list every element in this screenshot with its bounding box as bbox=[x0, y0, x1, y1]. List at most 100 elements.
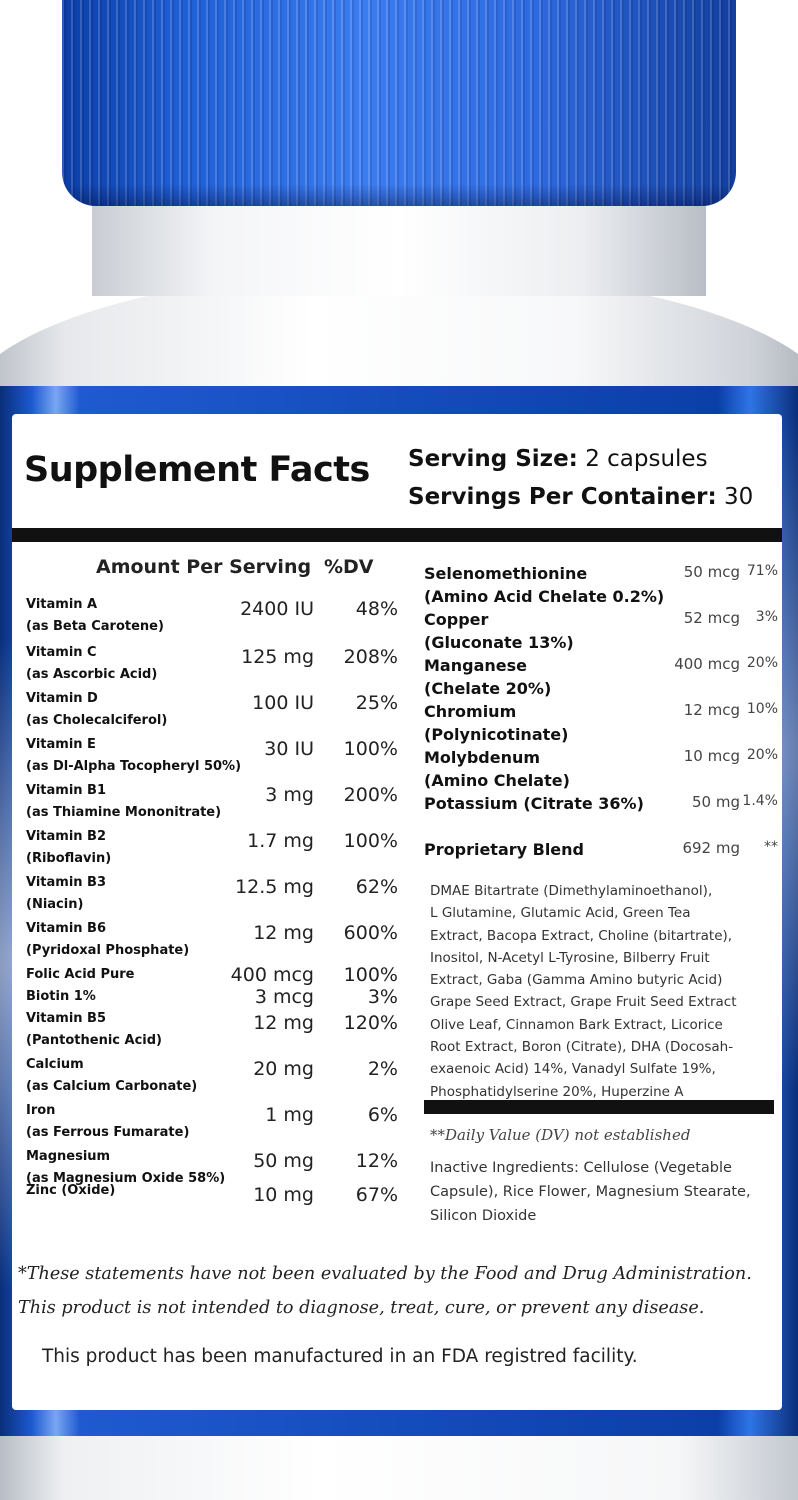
nutrient-dv: ** bbox=[764, 839, 778, 855]
panel-title: Supplement Facts bbox=[24, 450, 370, 490]
nutrient-source: (as Cholecalciferol) bbox=[26, 713, 168, 728]
nutrient-row: Potassium (Citrate 36%) 50 mg 1.4% bbox=[424, 792, 778, 815]
nutrient-amount: 10 mcg bbox=[683, 747, 740, 765]
fda-statement: This product has been manufactured in an… bbox=[42, 1346, 638, 1367]
inactive-ingredients: Inactive Ingredients: Cellulose (Vegetab… bbox=[430, 1156, 770, 1228]
nutrient-row: Folic Acid Pure 400 mcg 100% bbox=[26, 964, 398, 986]
nutrient-amount: 30 IU bbox=[264, 738, 314, 760]
nutrient-name: Vitamin D bbox=[26, 691, 98, 706]
nutrient-name: Vitamin B1 bbox=[26, 783, 107, 798]
nutrient-dv: 67% bbox=[355, 1184, 398, 1206]
nutrient-source: (as Ferrous Fumarate) bbox=[26, 1125, 190, 1140]
nutrient-source: (as Dl-Alpha Tocopheryl 50%) bbox=[26, 759, 242, 774]
nutrient-name: Proprietary Blend bbox=[424, 840, 584, 859]
nutrient-row: Manganese (Chelate 20%) 400 mcg 20% bbox=[424, 654, 778, 700]
nutrient-amount: 50 mcg bbox=[683, 563, 740, 581]
nutrient-row: Molybdenum (Amino Chelate) 10 mcg 20% bbox=[424, 746, 778, 792]
nutrient-source: (Pantothenic Acid) bbox=[26, 1033, 162, 1048]
nutrient-name: Folic Acid Pure bbox=[26, 967, 135, 982]
nutrient-name: Magnesium bbox=[26, 1149, 111, 1164]
blend-line: Root Extract, Boron (Citrate), DHA (Doco… bbox=[430, 1039, 734, 1056]
nutrient-dv: 1.4% bbox=[742, 793, 778, 809]
nutrient-source: (Gluconate 13%) bbox=[424, 633, 574, 652]
nutrient-source: (as Thiamine Mononitrate) bbox=[26, 805, 222, 820]
nutrient-source: (Polynicotinate) bbox=[424, 725, 569, 744]
nutrient-amount: 1.7 mg bbox=[247, 830, 314, 852]
nutrient-row: Vitamin B2 (Riboflavin) 1.7 mg 100% bbox=[26, 826, 398, 870]
nutrient-row: Proprietary Blend 692 mg ** bbox=[424, 838, 778, 861]
nutrient-source: (as Magnesium Oxide 58%) bbox=[26, 1171, 226, 1186]
nutrient-amount: 125 mg bbox=[241, 646, 314, 668]
nutrient-row: Calcium (as Calcium Carbonate) 20 mg 2% bbox=[26, 1054, 398, 1098]
inactive-line: Capsule), Rice Flower, Magnesium Stearat… bbox=[430, 1184, 751, 1200]
inactive-line: Silicon Dioxide bbox=[430, 1208, 537, 1224]
nutrient-name: Vitamin B2 bbox=[26, 829, 107, 844]
nutrient-row: Selenomethionine (Amino Acid Chelate 0.2%… bbox=[424, 562, 778, 608]
blend-line: Grape Seed Extract, Grape Fruit Seed Ext… bbox=[430, 994, 737, 1011]
disclaimer-line-2: This product is not intended to diagnose… bbox=[18, 1298, 705, 1318]
nutrient-name: Biotin 1% bbox=[26, 989, 96, 1004]
nutrient-dv: 48% bbox=[355, 598, 398, 620]
nutrient-amount: 50 mg bbox=[692, 793, 740, 811]
proprietary-blend-ingredients: DMAE Bitartrate (Dimethylaminoethanol), L… bbox=[430, 880, 766, 1103]
nutrient-dv: 100% bbox=[343, 964, 398, 986]
nutrient-name: Vitamin A bbox=[26, 597, 98, 612]
nutrient-dv: 100% bbox=[343, 830, 398, 852]
nutrient-row: Vitamin B6 (Pyridoxal Phosphate) 12 mg 600% bbox=[26, 918, 398, 962]
nutrient-amount: 20 mg bbox=[253, 1058, 314, 1080]
nutrient-row: Vitamin A (as Beta Carotene) 2400 IU 48% bbox=[26, 594, 398, 638]
nutrient-amount: 12.5 mg bbox=[235, 876, 314, 898]
blend-line: L Glutamine, Glutamic Acid, Green Tea bbox=[430, 905, 691, 922]
nutrient-dv: 3% bbox=[755, 609, 778, 625]
nutrient-row: Vitamin D (as Cholecalciferol) 100 IU 25% bbox=[26, 688, 398, 732]
nutrient-name: Vitamin B6 bbox=[26, 921, 107, 936]
nutrient-name: Zinc (Oxide) bbox=[26, 1183, 116, 1198]
nutrient-name: Vitamin B5 bbox=[26, 1011, 107, 1026]
nutrient-name: Vitamin E bbox=[26, 737, 96, 752]
nutrient-amount: 100 IU bbox=[252, 692, 314, 714]
nutrient-row: Copper (Gluconate 13%) 52 mcg 3% bbox=[424, 608, 778, 654]
blend-line: Olive Leaf, Cinnamon Bark Extract, Licor… bbox=[430, 1016, 723, 1033]
nutrient-dv: 10% bbox=[746, 701, 778, 717]
blend-line: DMAE Bitartrate (Dimethylaminoethanol), bbox=[430, 883, 713, 899]
nutrient-amount: 692 mg bbox=[682, 839, 740, 857]
nutrient-dv: 100% bbox=[343, 738, 398, 760]
bottle-neck bbox=[92, 200, 706, 296]
supplement-facts-panel: Supplement Facts Serving Size: 2 capsule… bbox=[12, 414, 782, 1410]
nutrient-amount: 1 mg bbox=[265, 1104, 314, 1126]
nutrient-source: (Pyridoxal Phosphate) bbox=[26, 943, 190, 958]
nutrient-name: Molybdenum bbox=[424, 748, 541, 767]
blend-line: Inositol, N-Acetyl L-Tyrosine, Bilberry … bbox=[430, 949, 710, 966]
nutrient-dv: 71% bbox=[746, 563, 778, 579]
nutrient-row: Vitamin B1 (as Thiamine Mononitrate) 3 mg 2… bbox=[26, 780, 398, 824]
nutrient-name: Vitamin C bbox=[26, 645, 97, 660]
nutrient-row: Vitamin B3 (Niacin) 12.5 mg 62% bbox=[26, 872, 398, 916]
cap-rim bbox=[62, 184, 736, 206]
dv-note: **Daily Value (DV) not established bbox=[430, 1126, 691, 1144]
nutrient-source: (as Ascorbic Acid) bbox=[26, 667, 158, 682]
nutrient-dv: 2% bbox=[367, 1058, 398, 1080]
nutrient-name: Vitamin B3 bbox=[26, 875, 107, 890]
nutrient-source: (Riboflavin) bbox=[26, 851, 112, 866]
nutrient-name: Copper bbox=[424, 610, 489, 629]
nutrient-name: Potassium (Citrate 36%) bbox=[424, 794, 644, 813]
nutrient-row: Magnesium (as Magnesium Oxide 58%) 50 mg 12… bbox=[26, 1146, 398, 1190]
nutrient-row: Vitamin E (as Dl-Alpha Tocopheryl 50%) 30 … bbox=[26, 734, 398, 778]
nutrient-source: (Niacin) bbox=[26, 897, 84, 912]
blend-line: Phosphatidylserine 20%, Huperzine A bbox=[430, 1083, 684, 1100]
nutrient-amount: 50 mg bbox=[253, 1150, 314, 1172]
dv-header: %DV bbox=[324, 556, 374, 578]
nutrient-amount: 3 mcg bbox=[254, 986, 314, 1008]
nutrient-amount: 12 mg bbox=[253, 922, 314, 944]
nutrient-name: Manganese bbox=[424, 656, 527, 675]
amount-per-serving-header: Amount Per Serving bbox=[96, 556, 312, 578]
nutrient-row: Vitamin C (as Ascorbic Acid) 125 mg 208% bbox=[26, 642, 398, 686]
nutrient-row: Vitamin B5 (Pantothenic Acid) 12 mg 120% bbox=[26, 1008, 398, 1052]
blend-line: exaenoic Acid) 14%, Vanadyl Sulfate 19%, bbox=[430, 1061, 716, 1078]
blend-rule bbox=[424, 1100, 774, 1114]
nutrient-amount: 12 mcg bbox=[683, 701, 740, 719]
serving-size-value: 2 capsules bbox=[585, 446, 708, 472]
nutrient-amount: 400 mcg bbox=[230, 964, 314, 986]
nutrient-dv: 20% bbox=[746, 655, 778, 671]
